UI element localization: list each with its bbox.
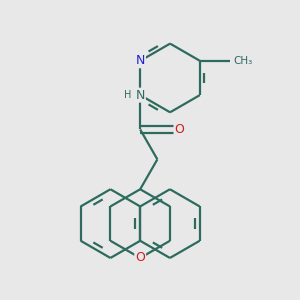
Text: O: O xyxy=(175,123,184,136)
Text: O: O xyxy=(135,251,145,265)
Text: N: N xyxy=(136,54,145,67)
Text: CH₃: CH₃ xyxy=(234,56,253,66)
Text: H: H xyxy=(124,90,131,100)
Text: N: N xyxy=(136,88,145,102)
